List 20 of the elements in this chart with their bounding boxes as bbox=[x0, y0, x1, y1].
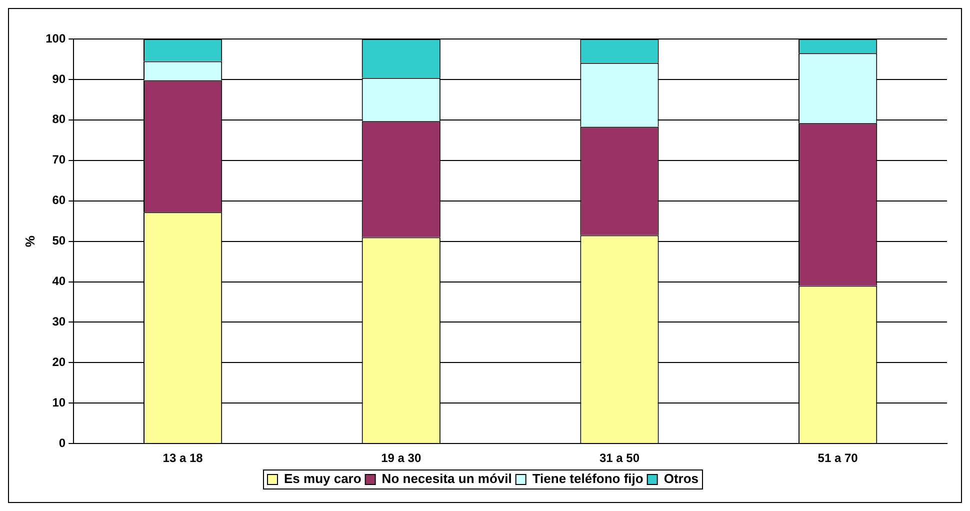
x-tick-label: 13 a 18 bbox=[162, 451, 204, 466]
y-tick-label: 10 bbox=[52, 395, 66, 410]
legend-label: Otros bbox=[664, 471, 699, 486]
x-tick-label: 31 a 50 bbox=[599, 451, 640, 466]
y-tick-label: 100 bbox=[46, 31, 66, 46]
y-tick-label: 0 bbox=[58, 436, 66, 450]
y-tick-label: 80 bbox=[52, 112, 66, 126]
y-tick-label: 30 bbox=[52, 314, 66, 329]
legend-label: Tiene teléfono fijo bbox=[532, 471, 644, 486]
y-tick-label: 50 bbox=[52, 234, 66, 248]
y-tick-label: 90 bbox=[52, 72, 66, 86]
legend-label: Es muy caro bbox=[284, 471, 362, 486]
x-tick-label: 19 a 30 bbox=[381, 451, 422, 466]
y-tick-label: 20 bbox=[52, 354, 66, 369]
y-axis-title: % bbox=[22, 235, 38, 248]
legend-label: No necesita un móvil bbox=[382, 471, 512, 486]
y-tick-label: 60 bbox=[52, 193, 66, 208]
y-tick-label: 70 bbox=[52, 152, 66, 167]
y-tick-label: 40 bbox=[52, 274, 66, 288]
x-tick-label: 51 a 70 bbox=[818, 451, 858, 466]
